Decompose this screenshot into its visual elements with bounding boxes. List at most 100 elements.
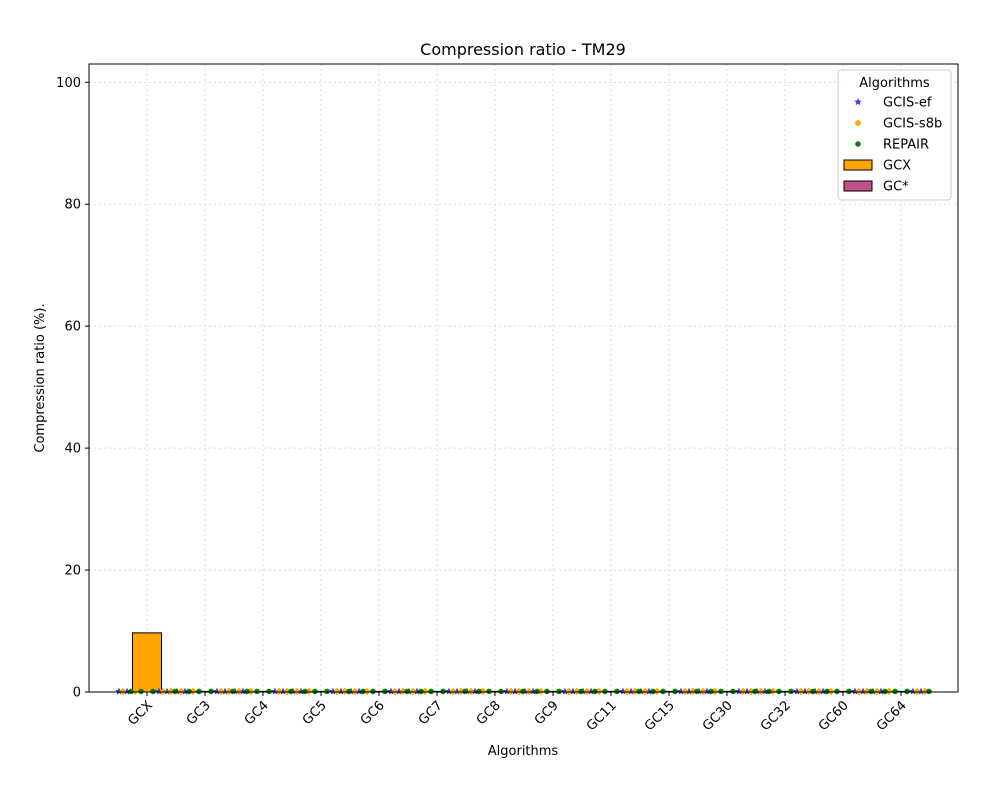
point-gcis-s8b-gc64 [885,687,893,695]
point-repair-gc15 [660,688,666,695]
point-repair-gc11 [592,688,598,695]
point-gcis-ef-gc4 [239,687,247,695]
point-gcis-s8b-gc11 [631,687,639,695]
point-gcis-s8b-gc64 [921,687,929,695]
point-gcis-s8b-gc6 [363,687,371,695]
point-gcis-s8b-gc64 [873,687,881,695]
point-gcis-s8b-gc32 [769,687,777,695]
point-repair-gc32 [810,688,816,695]
point-gcis-ef-gc11 [619,687,627,695]
point-gcis-ef-gc6 [395,687,403,695]
point-gcis-ef-gc11 [627,687,635,695]
point-gcis-s8b-gc9 [565,687,573,695]
legend-label-gcx: GCX [883,159,911,174]
point-repair-gc15 [694,688,700,695]
point-gcis-ef-gc9 [561,687,569,695]
point-gcis-ef-gc11 [587,687,595,695]
point-gcis-ef-gc64 [877,687,885,695]
point-repair-gc11 [614,688,620,695]
point-repair-gc60 [834,688,840,695]
point-repair-gc7 [440,688,446,695]
point-gcis-s8b-gc5 [341,687,349,695]
point-gcis-ef-gcx [163,687,171,695]
point-repair-gc4 [266,688,272,695]
point-gcis-ef-gc30 [703,687,711,695]
point-gcis-ef-gc8 [511,687,519,695]
point-gcis-s8b-gc30 [711,687,719,695]
point-gcis-s8b-gc15 [653,687,661,695]
point-gcis-s8b-gc5 [305,687,313,695]
point-gcis-s8b-gc11 [623,687,631,695]
point-repair-gc32 [766,688,772,695]
point-repair-gc32 [788,688,794,695]
point-gcis-ef-gc32 [761,687,769,695]
point-gcis-s8b-gc11 [583,687,591,695]
point-gcis-ef-gc3 [221,687,229,695]
legend-marker-repair [855,141,861,147]
point-gcis-s8b-gc8 [467,687,475,695]
point-repair-gc60 [868,688,874,695]
point-repair-gc32 [776,688,782,695]
point-gcis-s8b-gc60 [855,687,863,695]
point-gcis-ef-gcx [115,687,123,695]
legend-marker-gcis-s8b [854,119,862,127]
point-gcis-ef-gc6 [387,687,395,695]
point-repair-gc6 [404,688,410,695]
point-repair-gc5 [302,688,308,695]
point-repair-gc11 [602,688,608,695]
legend-title: Algorithms [859,76,930,91]
point-gcis-s8b-gc4 [283,687,291,695]
point-repair-gcx [172,688,178,695]
point-repair-gc64 [926,688,932,695]
point-repair-gc3 [186,688,192,695]
point-repair-gcx [150,688,156,695]
point-gcis-s8b-gcx [159,687,167,695]
point-gcis-ef-gc30 [743,687,751,695]
y-tick-label: 60 [64,320,81,335]
point-repair-gc9 [534,688,540,695]
point-repair-gc6 [370,688,376,695]
point-gcis-ef-gc4 [279,687,287,695]
point-gcis-s8b-gc7 [421,687,429,695]
point-gcis-s8b-gc15 [689,687,697,695]
point-gcis-s8b-gc7 [449,687,457,695]
point-gcis-s8b-gc9 [573,687,581,695]
point-repair-gc64 [904,688,910,695]
point-repair-gc3 [208,688,214,695]
point-gcis-ef-gc60 [851,687,859,695]
legend-swatch-gcx [843,159,873,171]
legend: Algorithms GCIS-ef GCIS-s8b REPAIR GCX GC* [837,69,952,201]
point-repair-gc60 [846,688,852,695]
chart-title: Compression ratio - TM29 [420,40,626,59]
point-gcis-s8b-gc11 [595,687,603,695]
x-axis-label: Algorithms [488,744,559,759]
bar-gcx-gcx [132,632,162,693]
point-repair-gc9 [544,688,550,695]
point-repair-gc15 [650,688,656,695]
point-repair-gc4 [254,688,260,695]
y-tick-label: 20 [64,564,81,579]
point-gcis-s8b-gc32 [757,687,765,695]
point-repair-gc7 [428,688,434,695]
point-gcis-s8b-gc30 [747,687,755,695]
point-gcis-s8b-gc60 [827,687,835,695]
point-repair-gc6 [382,688,388,695]
legend-marker-gcis-ef [854,98,862,106]
point-gcis-ef-gcx [123,687,131,695]
point-gcis-s8b-gc7 [457,687,465,695]
point-gcis-s8b-gcx [167,687,175,695]
point-gcis-s8b-gc32 [805,687,813,695]
point-gcis-ef-gc60 [859,687,867,695]
point-gcis-ef-gc60 [819,687,827,695]
point-gcis-s8b-gc7 [409,687,417,695]
point-gcis-ef-gc30 [735,687,743,695]
legend-label-gcis-ef: GCIS-ef [883,96,932,111]
point-repair-gc64 [892,688,898,695]
point-gcis-s8b-gc5 [333,687,341,695]
point-gcis-s8b-gc6 [351,687,359,695]
point-gcis-s8b-gc8 [479,687,487,695]
point-repair-gc5 [346,688,352,695]
point-gcis-s8b-gc8 [515,687,523,695]
